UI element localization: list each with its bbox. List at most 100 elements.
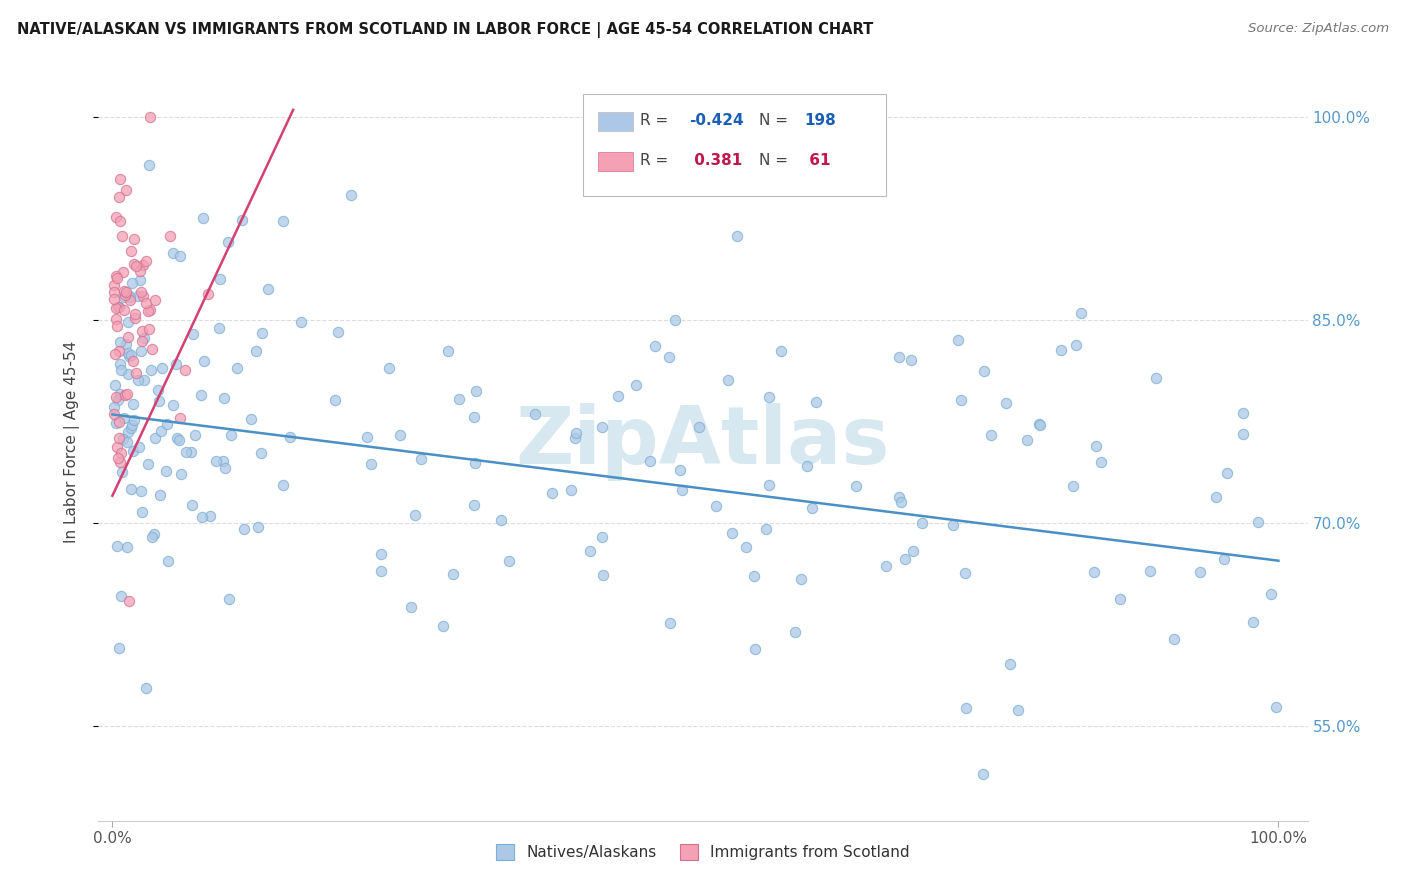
Point bbox=[388, 428, 411, 442]
Point bbox=[735, 540, 758, 554]
Point bbox=[326, 325, 349, 339]
Point bbox=[118, 594, 141, 608]
Point bbox=[124, 307, 146, 321]
Point bbox=[117, 540, 139, 554]
Point bbox=[107, 431, 129, 445]
Point bbox=[240, 412, 263, 426]
Point bbox=[463, 409, 485, 424]
Point bbox=[950, 393, 973, 408]
Point bbox=[323, 393, 346, 408]
Point bbox=[1028, 418, 1050, 433]
Point bbox=[103, 347, 125, 361]
Point bbox=[845, 479, 868, 493]
Point bbox=[117, 435, 139, 450]
Point bbox=[103, 400, 125, 414]
Point bbox=[721, 526, 744, 541]
Point bbox=[110, 363, 132, 377]
Point bbox=[972, 767, 994, 781]
Point bbox=[120, 293, 142, 307]
Point bbox=[409, 452, 432, 467]
Point bbox=[103, 285, 125, 299]
Point bbox=[134, 331, 156, 345]
Point bbox=[138, 158, 160, 172]
Point bbox=[245, 343, 267, 358]
Point bbox=[131, 344, 153, 359]
Point bbox=[1146, 371, 1168, 385]
Point bbox=[108, 190, 131, 204]
Point bbox=[127, 373, 149, 387]
Point bbox=[1265, 700, 1288, 714]
Point bbox=[115, 183, 138, 197]
Point bbox=[121, 397, 143, 411]
Point bbox=[1085, 439, 1108, 453]
Point bbox=[889, 350, 911, 364]
Point bbox=[191, 509, 214, 524]
Point bbox=[120, 244, 142, 258]
Point bbox=[117, 288, 139, 302]
Point bbox=[664, 313, 686, 327]
Point bbox=[105, 318, 128, 333]
Point bbox=[290, 315, 312, 329]
Point bbox=[900, 352, 922, 367]
Point bbox=[432, 619, 454, 633]
Point bbox=[110, 446, 132, 460]
Point bbox=[141, 342, 163, 356]
Point bbox=[129, 483, 152, 498]
Point bbox=[138, 304, 160, 318]
Point bbox=[1163, 632, 1185, 646]
Point bbox=[117, 425, 139, 439]
Text: -0.424: -0.424 bbox=[689, 113, 744, 128]
Point bbox=[1109, 592, 1132, 607]
Point bbox=[541, 486, 564, 500]
Point bbox=[165, 357, 187, 371]
Point bbox=[658, 615, 681, 630]
Point bbox=[105, 416, 128, 430]
Point bbox=[903, 543, 925, 558]
Point bbox=[758, 390, 780, 404]
Point bbox=[117, 315, 139, 329]
Point bbox=[278, 430, 301, 444]
Point bbox=[524, 408, 547, 422]
Point bbox=[564, 431, 586, 445]
Point bbox=[200, 508, 222, 523]
Point bbox=[108, 344, 131, 359]
Point bbox=[1090, 454, 1112, 468]
Point bbox=[1232, 406, 1254, 420]
Point bbox=[789, 573, 811, 587]
Point bbox=[110, 213, 132, 227]
Point bbox=[120, 421, 142, 435]
Point bbox=[128, 440, 150, 454]
Point bbox=[108, 334, 131, 349]
Point bbox=[124, 259, 146, 273]
Point bbox=[143, 527, 166, 541]
Point bbox=[169, 411, 191, 425]
Point bbox=[121, 444, 143, 458]
Point bbox=[1007, 703, 1029, 717]
Point bbox=[132, 258, 155, 272]
Point bbox=[132, 289, 155, 303]
Point bbox=[135, 295, 157, 310]
Point bbox=[166, 431, 188, 445]
Point bbox=[980, 427, 1002, 442]
Point bbox=[115, 285, 138, 300]
Point bbox=[370, 547, 392, 561]
Point bbox=[592, 530, 614, 544]
Point bbox=[742, 569, 765, 583]
Point bbox=[579, 544, 602, 558]
Point bbox=[755, 522, 778, 536]
Point bbox=[112, 302, 135, 317]
Point bbox=[378, 360, 401, 375]
Point bbox=[464, 456, 486, 470]
Point bbox=[138, 321, 160, 335]
Point bbox=[250, 326, 273, 340]
Point bbox=[218, 591, 240, 606]
Point bbox=[1241, 615, 1264, 629]
Point bbox=[103, 407, 125, 421]
Point bbox=[118, 290, 141, 304]
Point bbox=[103, 277, 125, 292]
Text: NATIVE/ALASKAN VS IMMIGRANTS FROM SCOTLAND IN LABOR FORCE | AGE 45-54 CORRELATIO: NATIVE/ALASKAN VS IMMIGRANTS FROM SCOTLA… bbox=[17, 22, 873, 38]
Text: 61: 61 bbox=[804, 153, 831, 168]
Point bbox=[129, 273, 152, 287]
Point bbox=[143, 432, 166, 446]
Text: ZipAtlas: ZipAtlas bbox=[516, 402, 890, 481]
